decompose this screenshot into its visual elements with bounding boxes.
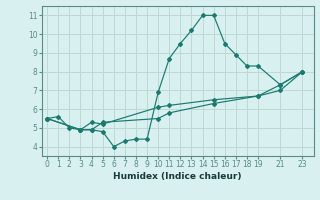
X-axis label: Humidex (Indice chaleur): Humidex (Indice chaleur) <box>113 172 242 181</box>
